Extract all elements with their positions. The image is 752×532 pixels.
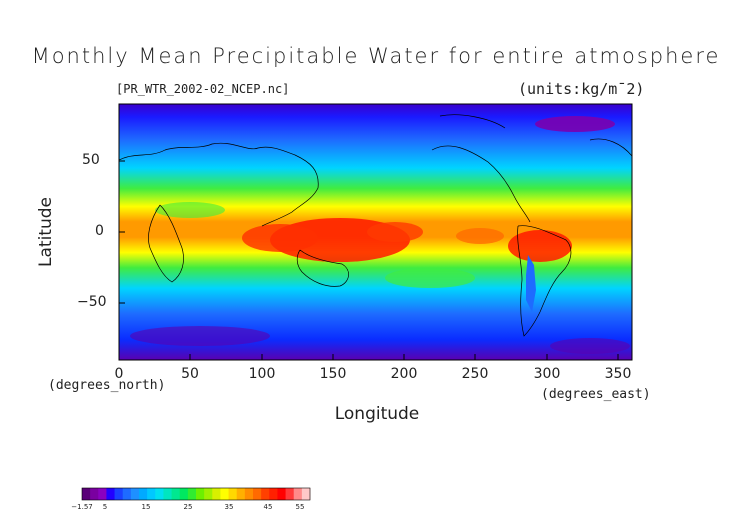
colorbar-swatch	[196, 488, 205, 500]
colorbar-label: 25	[183, 503, 193, 511]
y-tick-label: −50	[77, 294, 107, 310]
colorbar-swatch	[147, 488, 156, 500]
colorbar-swatch	[82, 488, 91, 500]
x-tick-label: 350	[604, 366, 632, 382]
colorbar-swatch	[139, 488, 148, 500]
colorbar-swatch	[277, 488, 287, 500]
colorbar-swatch	[285, 488, 295, 500]
colorbar-swatch	[171, 488, 181, 500]
x-axis-label: Longitude	[334, 404, 420, 424]
y-tick-label: 0	[95, 223, 104, 239]
colorbar-swatch	[98, 488, 107, 500]
colorbar-swatch	[212, 488, 221, 500]
x-tick-marks	[118, 354, 619, 360]
colorbar-swatch	[253, 488, 262, 500]
colorbar-swatch	[179, 488, 189, 500]
colorbar-swatch	[261, 488, 270, 500]
colorbar-swatch	[106, 488, 116, 500]
x-tick-label: 50	[181, 366, 199, 382]
colorbar-swatch	[130, 488, 140, 500]
y-tick-label: 50	[82, 152, 100, 168]
x-tick-label: 300	[533, 366, 561, 382]
colorbar-label: −1.57	[71, 503, 93, 511]
colorbar-swatch	[269, 488, 278, 500]
colorbar-swatch	[293, 488, 303, 500]
colorbar	[81, 487, 311, 501]
colorbar-swatch	[301, 488, 311, 500]
precip-field	[119, 104, 632, 360]
colorbar-swatch	[163, 488, 173, 500]
colorbar-swatch	[220, 488, 230, 500]
x-tick-label: 100	[248, 366, 276, 382]
units-label: (units:kg/m¯2)	[518, 80, 645, 98]
x-tick-label: 200	[390, 366, 418, 382]
coastlines	[119, 114, 632, 337]
colorbar-swatch	[155, 488, 164, 500]
colorbar-label: 5	[102, 503, 108, 511]
colorbar-label: 45	[263, 503, 273, 511]
colorbar-swatch	[114, 488, 124, 500]
colorbar-swatch	[187, 488, 197, 500]
colorbar-label: 15	[141, 503, 151, 511]
file-label: [PR_WTR_2002-02_NCEP.nc]	[116, 82, 290, 96]
y-tick-marks	[119, 160, 125, 304]
colorbar-swatch	[204, 488, 213, 500]
colorbar-frame	[81, 487, 311, 501]
colorbar-swatch	[228, 488, 238, 500]
x-tick-label: 250	[461, 366, 489, 382]
colorbar-label: 35	[224, 503, 234, 511]
x-tick-label: 0	[114, 366, 124, 382]
x-unit-note: (degrees_east)	[541, 387, 651, 402]
colorbar-swatch	[236, 488, 246, 500]
colorbar-swatch	[90, 488, 99, 500]
colorbar-label: 55	[295, 503, 305, 511]
y-unit-note: (degrees_north)	[48, 378, 166, 393]
x-tick-label: 150	[319, 366, 347, 382]
y-axis-label: Latitude	[36, 197, 56, 267]
colorbar-swatch	[244, 488, 254, 500]
map-title: Monthly Mean Precipitable Water for enti…	[31, 44, 721, 68]
colorbar-swatch	[122, 488, 132, 500]
